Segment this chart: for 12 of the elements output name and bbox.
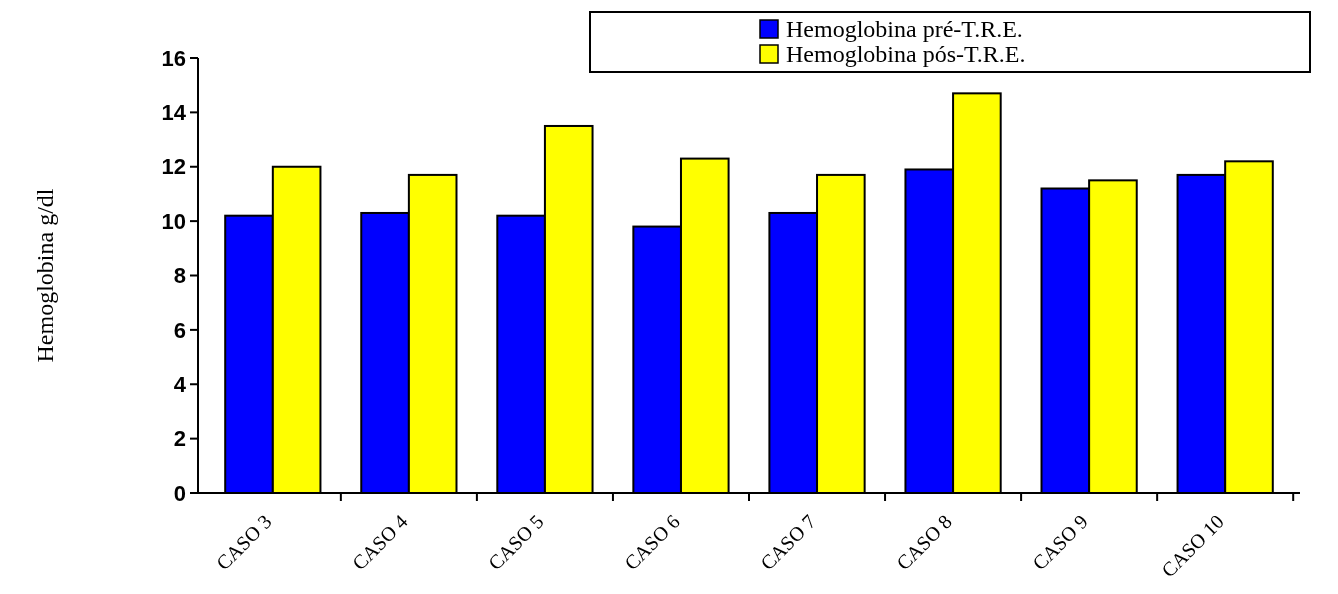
- y-tick-label: 12: [161, 154, 186, 180]
- y-tick-label: 6: [173, 317, 186, 343]
- y-tick-label: 4: [173, 371, 187, 397]
- y-axis-title: Hemoglobina g/dl: [32, 188, 58, 363]
- y-tick-label: 8: [173, 263, 186, 289]
- legend-label: Hemoglobina pós-T.R.E.: [786, 41, 1026, 68]
- y-tick-label: 16: [161, 45, 186, 71]
- legend-label: Hemoglobina pré-T.R.E.: [786, 16, 1023, 43]
- y-tick-label: 10: [161, 208, 186, 234]
- y-tick-label: 0: [173, 480, 186, 506]
- y-tick-label: 14: [161, 100, 187, 126]
- y-tick-label: 2: [173, 426, 186, 452]
